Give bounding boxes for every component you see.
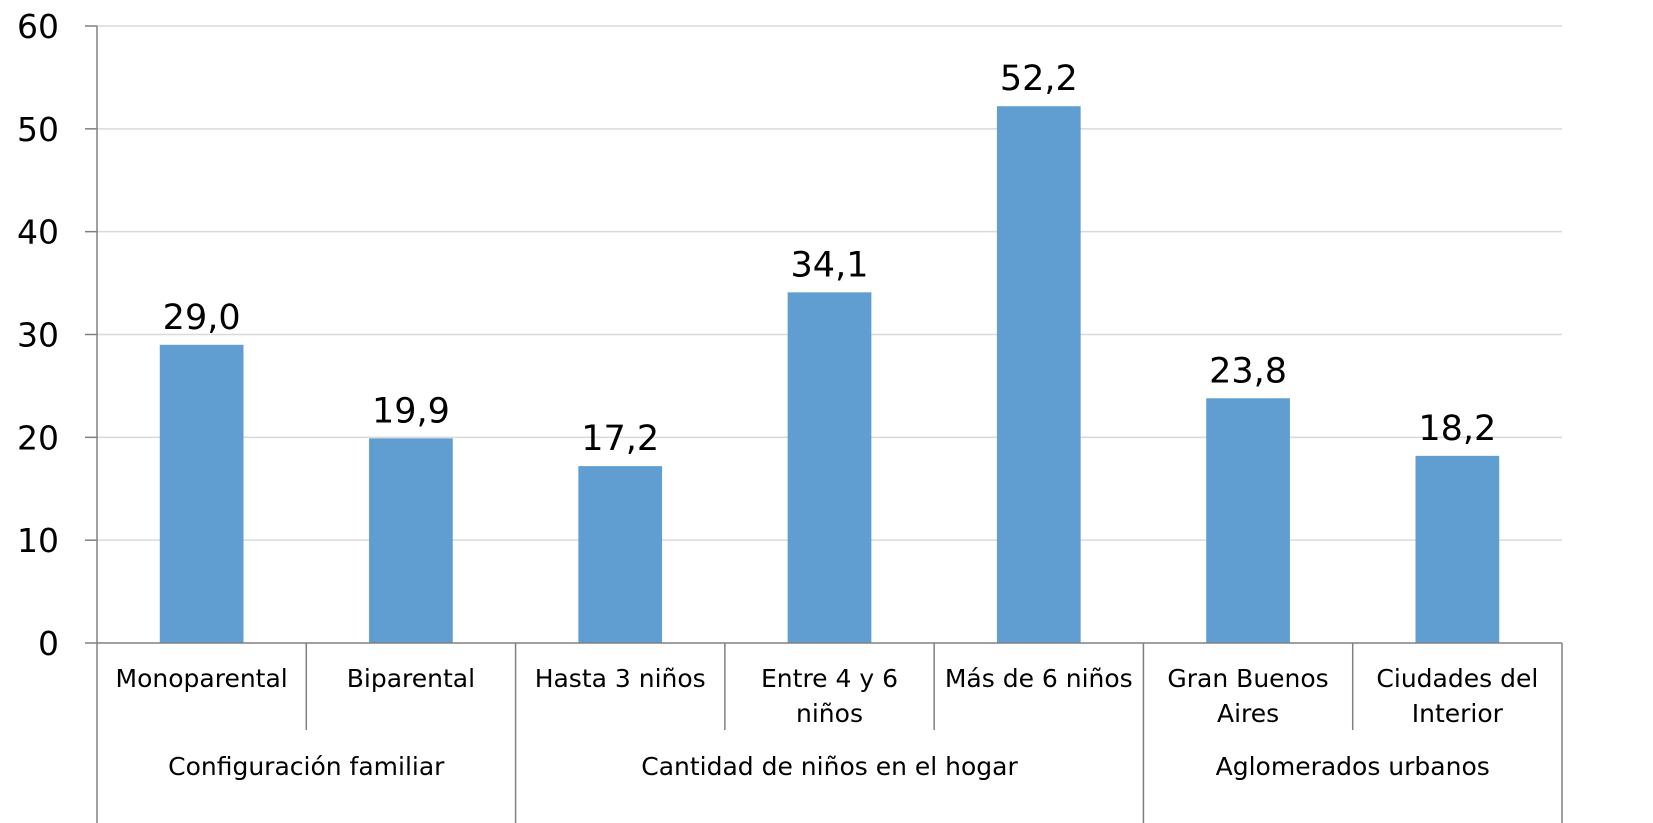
category-label-4: Entre 4 y 6 niños	[761, 664, 898, 728]
axes	[85, 25, 1563, 823]
group-label-2: Cantidad de niños en el hogar	[641, 752, 1018, 781]
y-tick-label-0: 0	[38, 624, 59, 663]
y-tick-label-60: 60	[17, 7, 59, 46]
category-label-6: Gran Buenos Aires	[1167, 664, 1328, 728]
data-label-5: 52,2	[1000, 59, 1078, 99]
y-tick-label-20: 20	[17, 418, 59, 457]
y-tick-label-50: 50	[17, 110, 59, 149]
group-label-3: Aglomerados urbanos	[1216, 752, 1490, 781]
data-label-1: 29,0	[163, 298, 241, 338]
category-label-5: Más de 6 niños	[945, 664, 1133, 693]
data-label-4: 34,1	[791, 245, 869, 285]
data-label-7: 18,2	[1418, 409, 1496, 449]
bar-2	[369, 438, 453, 643]
bar-3	[578, 466, 663, 643]
bar-1	[159, 344, 244, 643]
bar-5	[996, 106, 1081, 643]
data-label-2: 19,9	[372, 391, 450, 431]
y-tick-label-10: 10	[17, 521, 59, 560]
category-label-3: Hasta 3 niños	[535, 664, 706, 693]
category-label-1: Monoparental	[116, 664, 288, 693]
data-label-3: 17,2	[581, 419, 659, 459]
y-tick-label-40: 40	[17, 213, 59, 252]
labels: 0 10 20 30 40 50 60 29,0 Monoparental 19,9 Biparen…	[17, 7, 1538, 781]
bar-7	[1415, 455, 1500, 643]
bars	[159, 106, 1500, 643]
bar-6	[1206, 398, 1290, 643]
data-label-6: 23,8	[1209, 351, 1287, 391]
group-label-1: Configuración familiar	[168, 752, 445, 781]
category-label-7: Ciudades del Interior	[1376, 664, 1538, 728]
category-label-2: Biparental	[347, 664, 475, 693]
y-tick-label-30: 30	[17, 316, 59, 355]
bar-4	[787, 292, 872, 643]
